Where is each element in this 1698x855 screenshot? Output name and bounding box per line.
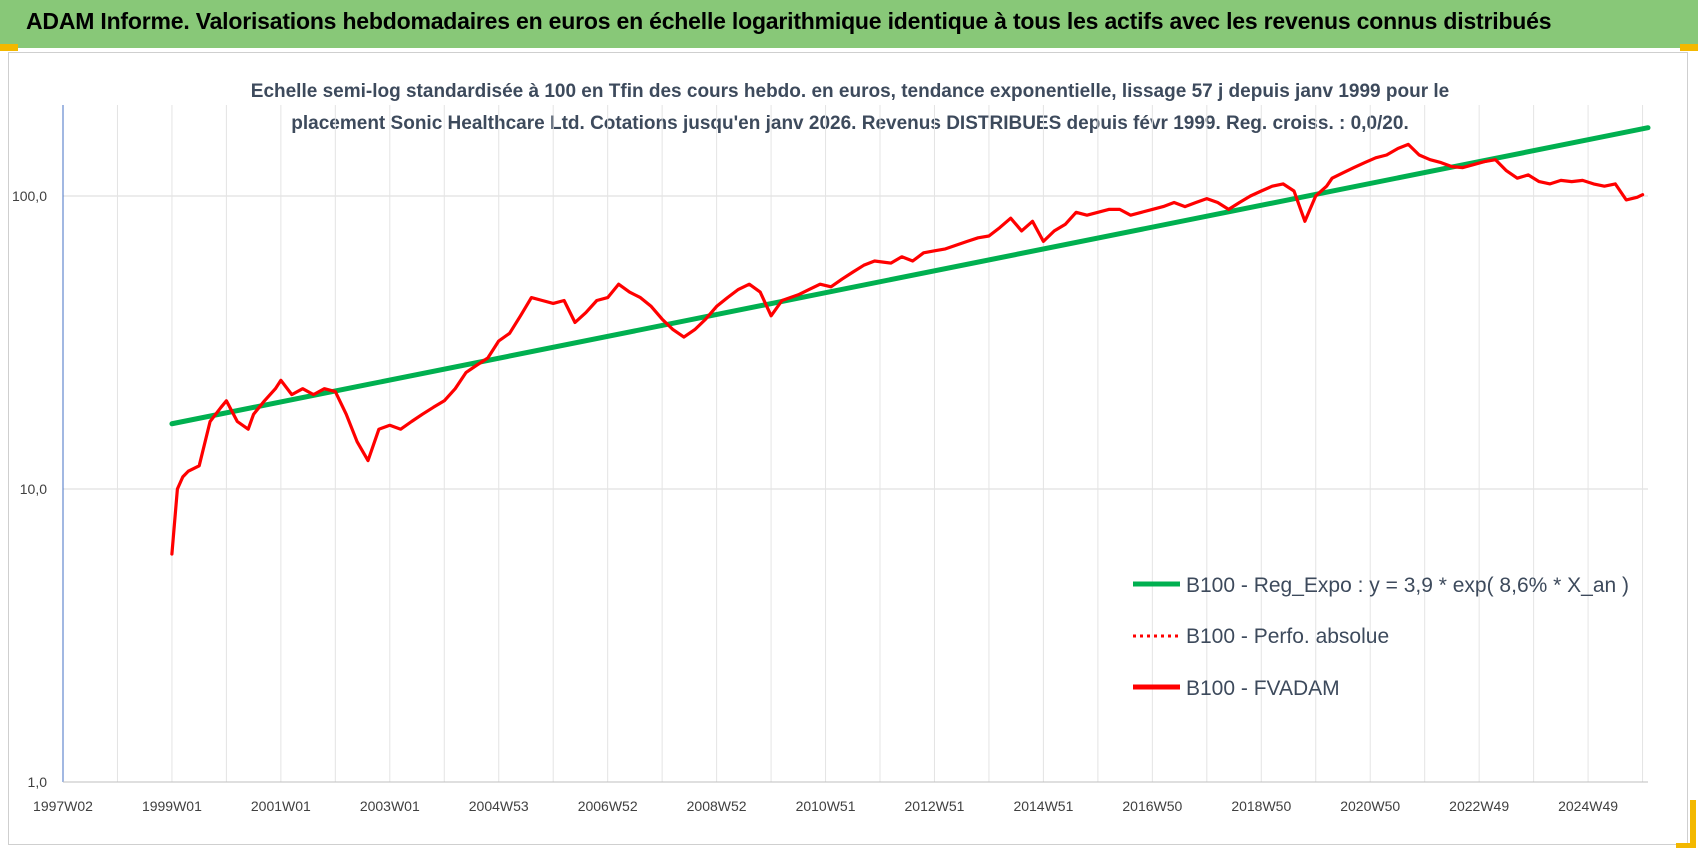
chart-frame xyxy=(8,52,1688,845)
x-tick-label: 1997W02 xyxy=(33,798,93,814)
grid-lines xyxy=(63,105,1648,783)
chart-subtitle-line-2: placement Sonic Healthcare Ltd. Cotation… xyxy=(291,113,1409,134)
x-tick-label: 2003W01 xyxy=(360,798,420,814)
y-tick-label: 10,0 xyxy=(20,481,47,497)
series-fvadam-line xyxy=(170,142,1645,556)
y-tick-labels: 100,0 10,0 1,0 xyxy=(12,188,47,790)
legend-label-fvadam: B100 - FVADAM xyxy=(1186,677,1340,700)
x-tick-label: 2012W51 xyxy=(905,798,965,814)
axes xyxy=(62,105,1648,783)
corner-mark-bottom-right-foot xyxy=(1676,843,1696,848)
y-tick-label: 1,0 xyxy=(28,774,48,790)
legend-label-perfo-absolue: B100 - Perfo. absolue xyxy=(1186,625,1389,648)
corner-mark-top-left xyxy=(0,44,18,51)
chart-subtitle-line-1: Echelle semi-log standardisée à 100 en T… xyxy=(250,81,1450,102)
x-tick-label: 2008W52 xyxy=(687,798,747,814)
x-tick-labels: 1997W02 1999W01 2001W01 2003W01 2004W53 2006W… xyxy=(33,798,1618,814)
chart-subtitle: Echelle semi-log standardisée à 100 en T… xyxy=(150,76,1550,140)
legend: B100 - Reg_Expo : y = 3,9 * exp( 8,6% * … xyxy=(1133,574,1629,700)
x-tick-label: 2014W51 xyxy=(1013,798,1073,814)
header-banner: ADAM Informe. Valorisations hebdomadaire… xyxy=(0,0,1698,48)
x-tick-label: 2024W49 xyxy=(1558,798,1618,814)
x-tick-label: 2022W49 xyxy=(1449,798,1509,814)
x-tick-label: 2020W50 xyxy=(1340,798,1400,814)
legend-label-reg-expo: B100 - Reg_Expo : y = 3,9 * exp( 8,6% * … xyxy=(1186,574,1629,597)
corner-mark-bottom-right xyxy=(1690,800,1696,848)
x-tick-label: 2018W50 xyxy=(1231,798,1291,814)
x-tick-label: 2016W50 xyxy=(1122,798,1182,814)
x-tick-label: 2001W01 xyxy=(251,798,311,814)
x-tick-label: 2010W51 xyxy=(796,798,856,814)
x-tick-label: 1999W01 xyxy=(142,798,202,814)
plot-area xyxy=(169,125,1651,556)
corner-mark-top-right xyxy=(1680,44,1698,51)
x-tick-label: 2006W52 xyxy=(578,798,638,814)
series-reg-expo-line xyxy=(169,125,1651,427)
x-tick-label: 2004W53 xyxy=(469,798,529,814)
report-title: ADAM Informe. Valorisations hebdomadaire… xyxy=(26,8,1552,34)
y-tick-label: 100,0 xyxy=(12,188,47,204)
